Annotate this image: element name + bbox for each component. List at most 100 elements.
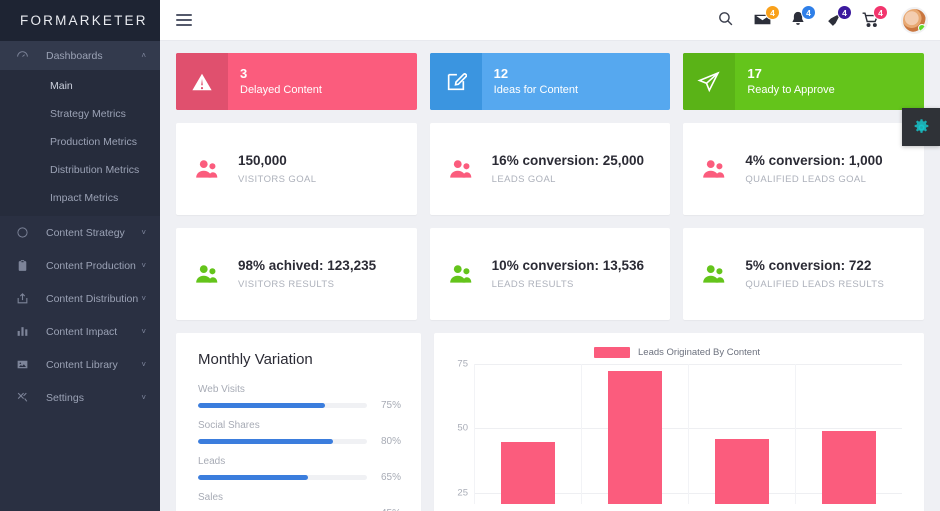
bottom-panels-row: Monthly Variation Web Visits 75% Social …	[176, 333, 924, 511]
sidebar-item-content-distribution[interactable]: Content Distribution ˅	[0, 282, 160, 315]
chart-bar[interactable]	[500, 442, 555, 504]
progress-track	[198, 439, 367, 444]
warning-icon	[176, 53, 228, 110]
cart-icon[interactable]: 4	[861, 5, 888, 30]
user-avatar[interactable]	[901, 6, 928, 34]
leads-chart-panel: Leads Originated By Content 75 50 25	[434, 333, 924, 511]
chevron-down-icon: ˅	[141, 227, 146, 237]
panel-title: Monthly Variation	[198, 351, 313, 368]
megaphone-icon[interactable]: 4	[825, 5, 852, 30]
result-card-visitors: 98% achived: 123,235 VISITORS RESULTS	[176, 228, 417, 320]
chevron-down-icon: ˅	[141, 293, 146, 303]
online-status-dot	[918, 23, 926, 32]
chevron-down-icon: ˅	[141, 260, 146, 270]
chart-bar-slot	[688, 364, 795, 504]
chart-bar[interactable]	[714, 438, 769, 504]
y-tick-label: 25	[457, 487, 468, 499]
sidebar-item-label: Content Strategy	[46, 226, 125, 239]
gear-icon	[912, 118, 931, 137]
chart-bar-slot	[474, 364, 581, 504]
sidebar-item-content-production[interactable]: Content Production ˅	[0, 249, 160, 282]
progress-fill	[198, 439, 334, 444]
alert-number: 3	[240, 66, 248, 82]
y-tick-label: 50	[457, 422, 468, 434]
sidebar-item-label: Content Impact	[46, 325, 118, 338]
alert-card-delayed-content[interactable]: 3 Delayed Content	[176, 53, 417, 110]
users-icon	[194, 156, 238, 182]
axis-vline	[795, 364, 796, 504]
chevron-up-icon: ˄	[141, 50, 146, 60]
users-icon	[448, 261, 492, 287]
goal-card-visitors: 150,000 VISITORS GOAL	[176, 123, 417, 215]
chart-bars	[474, 364, 902, 504]
mail-icon[interactable]: 4	[753, 5, 780, 30]
search-icon[interactable]	[717, 10, 737, 30]
sidebar-item-label: Settings	[46, 391, 84, 404]
sidebar-item-content-impact[interactable]: Content Impact ˅	[0, 315, 160, 348]
sidebar-subitem-production-metrics[interactable]: Production Metrics	[50, 136, 137, 148]
axis-vline	[474, 364, 475, 504]
stat-value: 98% achived: 123,235	[238, 258, 377, 274]
result-card-qualified-leads: 5% conversion: 722 QUALIFIED LEADS RESUL…	[683, 228, 925, 320]
circle-icon	[16, 226, 38, 239]
megaphone-badge: 4	[837, 5, 852, 20]
legend-label: Leads Originated By Content	[638, 347, 760, 358]
brand-name: FORMARKETER	[20, 13, 148, 28]
users-icon	[701, 261, 745, 287]
sidebar-item-label: Content Production	[46, 259, 136, 272]
sidebar-item-settings[interactable]: Settings ˅	[0, 381, 160, 414]
chevron-down-icon: ˅	[141, 392, 146, 402]
stat-value: 5% conversion: 722	[745, 258, 872, 274]
sidebar-nav: Dashboards ˄ Main Strategy Metrics Produ…	[0, 41, 160, 511]
stat-label: VISITORS GOAL	[238, 173, 317, 185]
chart-bar-slot	[581, 364, 688, 504]
goal-cards-row: 150,000 VISITORS GOAL	[176, 123, 925, 215]
chart-bar[interactable]	[607, 371, 662, 504]
hamburger-icon[interactable]	[176, 11, 192, 29]
send-icon	[683, 53, 736, 110]
alert-card-ideas-for-content[interactable]: 12 Ideas for Content	[429, 53, 671, 110]
sidebar-subitem-impact-metrics[interactable]: Impact Metrics	[50, 192, 119, 204]
clipboard-icon	[16, 259, 38, 272]
dashboard-content: 3 Delayed Content 12	[160, 41, 940, 511]
sidebar-item-content-strategy[interactable]: Content Strategy ˅	[0, 216, 160, 249]
sidebar-item-label: Content Library	[46, 358, 118, 371]
settings-panel-toggle[interactable]	[902, 108, 940, 146]
stat-label: VISITORS RESULTS	[238, 278, 335, 290]
progress-row-leads: 65%	[198, 472, 401, 483]
sidebar-subitem-strategy-metrics[interactable]: Strategy Metrics	[50, 108, 126, 120]
stat-label: QUALIFIED LEADS RESULTS	[745, 278, 885, 290]
sidebar-item-dashboards[interactable]: Dashboards ˄	[0, 41, 160, 70]
progress-fill	[198, 403, 325, 408]
sidebar-item-content-library[interactable]: Content Library ˅	[0, 348, 160, 381]
axis-vline	[688, 364, 689, 504]
alert-card-ready-to-approve[interactable]: 17 Ready to Approve	[683, 53, 925, 110]
cart-badge: 4	[873, 5, 888, 20]
users-icon	[701, 156, 745, 182]
goal-card-qualified-leads: 4% conversion: 1,000 QUALIFIED LEADS GOA…	[683, 123, 925, 215]
stat-value: 10% conversion: 13,536	[491, 258, 645, 274]
share-icon	[16, 292, 38, 305]
legend-swatch	[594, 347, 630, 358]
chart-bar[interactable]	[821, 431, 876, 504]
sidebar-item-label: Content Distribution	[46, 292, 139, 305]
sidebar-subitem-main[interactable]: Main	[50, 80, 73, 92]
gauge-icon	[16, 49, 38, 62]
brand-logo[interactable]: FORMARKETER	[0, 0, 160, 41]
progress-track	[198, 475, 367, 480]
image-icon	[16, 358, 38, 371]
topbar: 4 4 4 4	[160, 0, 940, 41]
stat-label: QUALIFIED LEADS GOAL	[745, 173, 867, 185]
sidebar-subitem-distribution-metrics[interactable]: Distribution Metrics	[50, 164, 140, 176]
alert-label: Delayed Content	[240, 83, 322, 96]
stat-label: LEADS RESULTS	[491, 278, 574, 290]
bell-icon[interactable]: 4	[789, 5, 816, 30]
chart-legend: Leads Originated By Content	[444, 347, 910, 358]
progress-row-social-shares: 80%	[198, 436, 401, 447]
result-card-leads: 10% conversion: 13,536 LEADS RESULTS	[429, 228, 671, 320]
y-tick-label: 75	[457, 358, 468, 370]
chevron-down-icon: ˅	[141, 326, 146, 336]
users-icon	[448, 156, 492, 182]
progress-percent: 65%	[380, 472, 401, 483]
